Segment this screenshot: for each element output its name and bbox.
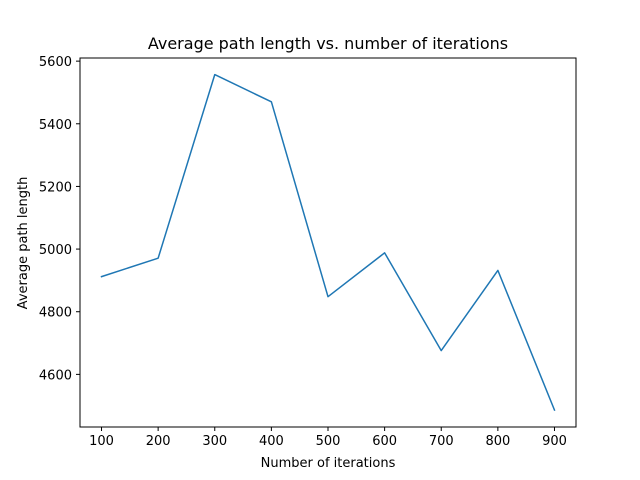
x-axis-label: Number of iterations: [261, 456, 396, 471]
y-tick-label: 5400: [39, 118, 72, 133]
y-tick-label: 4600: [39, 368, 72, 383]
x-tick-label: 200: [146, 434, 171, 449]
y-tick-label: 5600: [39, 55, 72, 70]
y-axis-label: Average path length: [16, 177, 31, 310]
x-tick-label: 300: [202, 434, 227, 449]
x-tick-label: 800: [485, 434, 510, 449]
x-tick-label: 400: [259, 434, 284, 449]
x-tick-label: 900: [542, 434, 567, 449]
plot-area: 100 200 300 400 500 600 700 800 900 4600 4800 5000 5…: [39, 55, 577, 449]
chart-title: Average path length vs. number of iterat…: [148, 34, 508, 53]
y-tick-label: 5200: [39, 180, 72, 195]
x-tick-label: 100: [89, 434, 114, 449]
y-tick-label: 5000: [39, 243, 72, 258]
x-tick-label: 500: [316, 434, 341, 449]
series-line-0: [100, 73, 556, 412]
x-tick-label: 600: [372, 434, 397, 449]
x-tick-label: 700: [429, 434, 454, 449]
y-tick-label: 4800: [39, 306, 72, 321]
